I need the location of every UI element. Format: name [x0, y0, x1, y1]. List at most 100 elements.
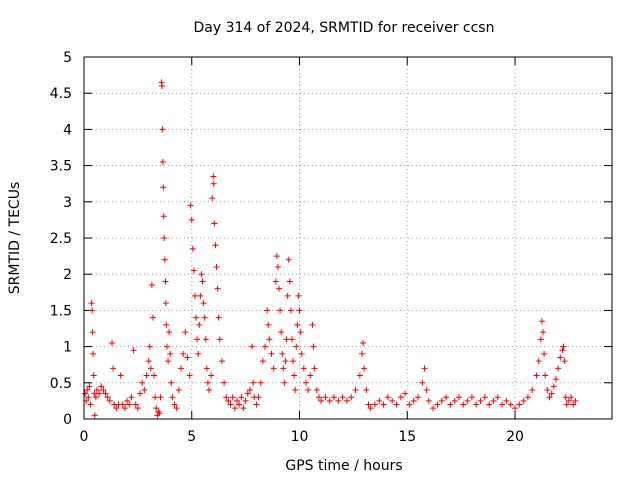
data-point [552, 376, 559, 383]
data-point [197, 292, 204, 299]
data-point [438, 397, 445, 404]
data-point [143, 372, 150, 379]
data-point [236, 401, 243, 408]
data-point [190, 267, 197, 274]
data-point [193, 314, 200, 321]
data-point [139, 379, 146, 386]
data-point [313, 387, 320, 394]
x-axis-ticks: 0 5 10 15 20 [80, 57, 524, 445]
data-point [171, 401, 178, 408]
data-point [196, 321, 203, 328]
data-point [356, 372, 363, 379]
data-point [281, 379, 288, 386]
data-point [481, 394, 488, 401]
data-point [184, 354, 191, 361]
data-point [295, 292, 302, 299]
data-point [297, 329, 304, 336]
data-point [311, 365, 318, 372]
data-point [264, 307, 271, 314]
data-point [460, 401, 467, 408]
y-axis-label: SRMTID / TECUs [7, 182, 23, 295]
data-point [292, 387, 299, 394]
data-point [415, 394, 422, 401]
data-point [335, 397, 342, 404]
x-axis-label: GPS time / hours [285, 458, 402, 474]
data-point [562, 394, 569, 401]
data-point [265, 321, 272, 328]
data-point [455, 394, 462, 401]
data-point [106, 397, 113, 404]
data-point [559, 347, 566, 354]
data-point [548, 390, 555, 397]
data-point [117, 372, 124, 379]
data-point [565, 397, 572, 404]
data-point [262, 343, 269, 350]
data-point [425, 397, 432, 404]
data-point [204, 379, 211, 386]
data-point [360, 339, 367, 346]
data-point [124, 397, 131, 404]
data-point [367, 405, 374, 412]
data-point [205, 387, 212, 394]
data-point [87, 401, 94, 408]
data-point [376, 397, 383, 404]
data-point [550, 383, 557, 390]
data-point [490, 397, 497, 404]
data-point [89, 329, 96, 336]
data-point [283, 336, 290, 343]
data-point [165, 358, 172, 365]
data-point [421, 365, 428, 372]
data-point [214, 285, 221, 292]
data-point [159, 82, 166, 89]
data-point [309, 321, 316, 328]
grid-lines [84, 57, 612, 419]
y-tick-label: 3 [63, 195, 72, 211]
data-point [310, 343, 317, 350]
data-point [253, 401, 260, 408]
data-point [160, 213, 167, 220]
data-point [419, 379, 426, 386]
data-point [516, 401, 523, 408]
data-point [348, 394, 355, 401]
data-point [291, 372, 298, 379]
data-point [177, 365, 184, 372]
data-point [305, 387, 312, 394]
data-point [282, 358, 289, 365]
data-point [272, 278, 279, 285]
data-point [555, 365, 562, 372]
data-point [215, 314, 222, 321]
data-point [238, 394, 245, 401]
data-point [89, 307, 96, 314]
data-point [537, 336, 544, 343]
data-point [529, 387, 536, 394]
data-point [307, 372, 314, 379]
data-point [84, 387, 91, 394]
data-point [447, 401, 454, 408]
data-point [278, 329, 285, 336]
data-point [318, 397, 325, 404]
data-point [259, 358, 266, 365]
data-point [162, 278, 169, 285]
data-point [152, 394, 159, 401]
data-point [402, 390, 409, 397]
data-point [182, 329, 189, 336]
data-point [541, 350, 548, 357]
data-point [560, 343, 567, 350]
data-point [343, 397, 350, 404]
data-point [359, 350, 366, 357]
data-point [169, 394, 176, 401]
data-point [119, 401, 126, 408]
y-tick-label: 5 [63, 50, 72, 66]
data-point [148, 282, 155, 289]
data-point [186, 372, 193, 379]
data-point [200, 300, 207, 307]
y-tick-label: 0 [63, 412, 72, 428]
chart-title: Day 314 of 2024, SRMTID for receiver ccs… [194, 20, 495, 36]
data-point [86, 383, 93, 390]
data-point [161, 256, 168, 263]
data-point [572, 397, 579, 404]
x-tick-label: 15 [398, 429, 416, 445]
data-point [542, 372, 549, 379]
data-point [468, 394, 475, 401]
